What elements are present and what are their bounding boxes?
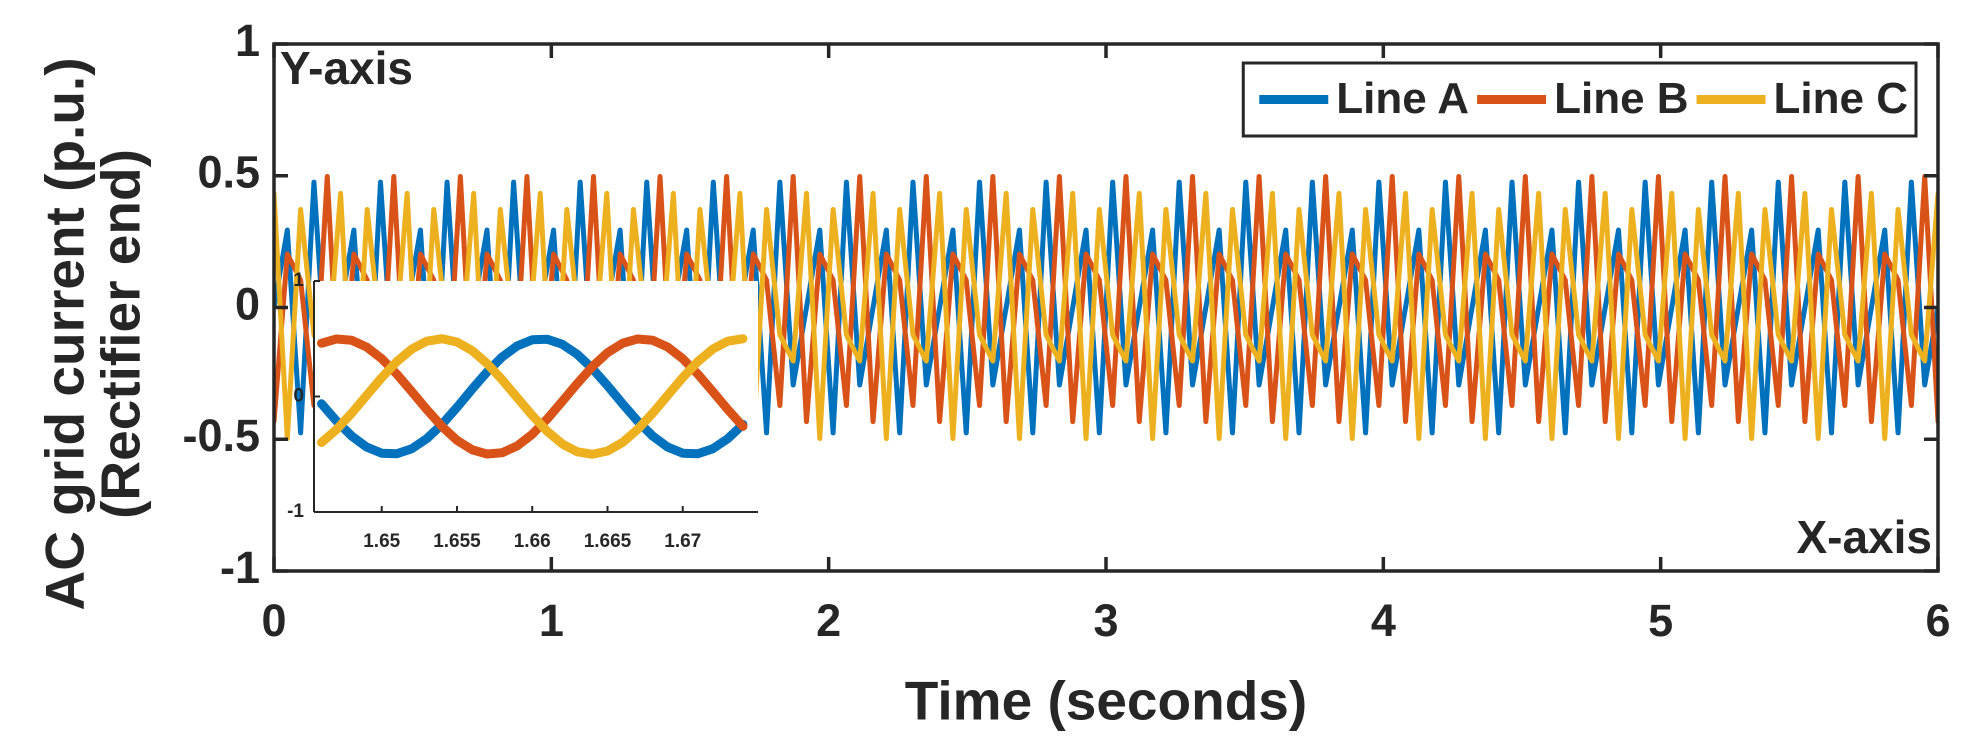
- legend: [1241, 61, 1918, 138]
- y-tick-label: 1: [235, 15, 260, 66]
- x-tick-label: 6: [1925, 595, 1950, 646]
- plot-area: [317, 334, 748, 459]
- y-tick-label: -1: [287, 501, 304, 522]
- x-tick-label: 1.65: [363, 531, 400, 552]
- x-axis-label: Time (seconds): [905, 670, 1307, 732]
- x-tick-label: 1.665: [584, 531, 632, 552]
- x-tick-label: 4: [1371, 595, 1396, 646]
- series-line: [317, 334, 748, 459]
- x-tick-label: 1.655: [433, 531, 481, 552]
- annotation: X-axis: [1796, 511, 1932, 563]
- x-tick-label: 1.67: [664, 531, 701, 552]
- inset-background: [314, 281, 758, 512]
- y-tick-label: 1: [293, 270, 304, 291]
- x-tick-label: 0: [261, 595, 286, 646]
- legend-label: Line B: [1554, 74, 1688, 123]
- series-line: [317, 334, 748, 459]
- x-tick-label: 3: [1093, 595, 1118, 646]
- annotation: Y-axis: [280, 42, 413, 94]
- y-tick-label: -1: [220, 542, 260, 593]
- y-axis-label: (Rectifier end): [90, 149, 152, 519]
- x-tick-label: 1.66: [514, 531, 551, 552]
- legend-label: Line C: [1774, 74, 1908, 123]
- y-tick-label: 0.5: [197, 147, 260, 198]
- y-tick-label: -0.5: [182, 410, 260, 461]
- y-tick-label: 0: [293, 386, 304, 407]
- y-axis-label: AC grid current (p.u.): [34, 57, 96, 610]
- x-tick-label: 5: [1648, 595, 1673, 646]
- series-line: [274, 179, 1938, 436]
- legend-label: Line A: [1336, 74, 1469, 123]
- x-tick-label: 1: [539, 595, 564, 646]
- y-tick-label: 0: [235, 278, 260, 329]
- x-tick-label: 2: [816, 595, 841, 646]
